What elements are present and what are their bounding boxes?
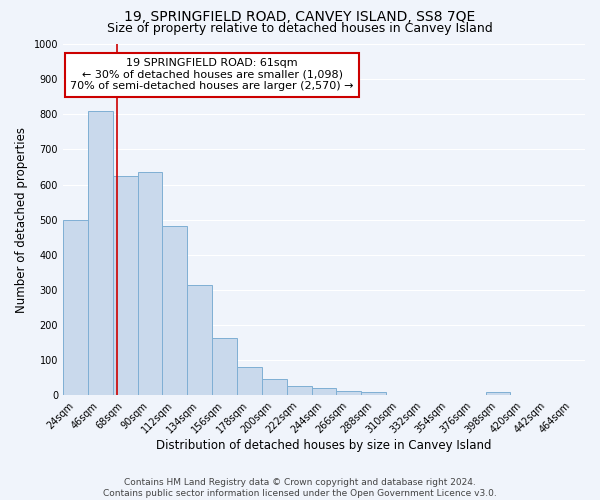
Bar [88, 111, 113, 396]
Bar [361, 392, 386, 396]
X-axis label: Distribution of detached houses by size in Canvey Island: Distribution of detached houses by size … [156, 440, 492, 452]
Bar [212, 338, 237, 396]
Bar [337, 391, 361, 396]
Text: 19, SPRINGFIELD ROAD, CANVEY ISLAND, SS8 7QE: 19, SPRINGFIELD ROAD, CANVEY ISLAND, SS8… [124, 10, 476, 24]
Bar [237, 368, 262, 396]
Bar [485, 392, 511, 396]
Bar [63, 220, 88, 396]
Bar [287, 386, 311, 396]
Bar [311, 388, 337, 396]
Bar [262, 378, 287, 396]
Text: Size of property relative to detached houses in Canvey Island: Size of property relative to detached ho… [107, 22, 493, 35]
Bar [113, 176, 137, 396]
Text: Contains HM Land Registry data © Crown copyright and database right 2024.
Contai: Contains HM Land Registry data © Crown c… [103, 478, 497, 498]
Bar [163, 226, 187, 396]
Bar [187, 286, 212, 396]
Bar [137, 172, 163, 396]
Text: 19 SPRINGFIELD ROAD: 61sqm
← 30% of detached houses are smaller (1,098)
70% of s: 19 SPRINGFIELD ROAD: 61sqm ← 30% of deta… [70, 58, 354, 92]
Y-axis label: Number of detached properties: Number of detached properties [15, 126, 28, 312]
